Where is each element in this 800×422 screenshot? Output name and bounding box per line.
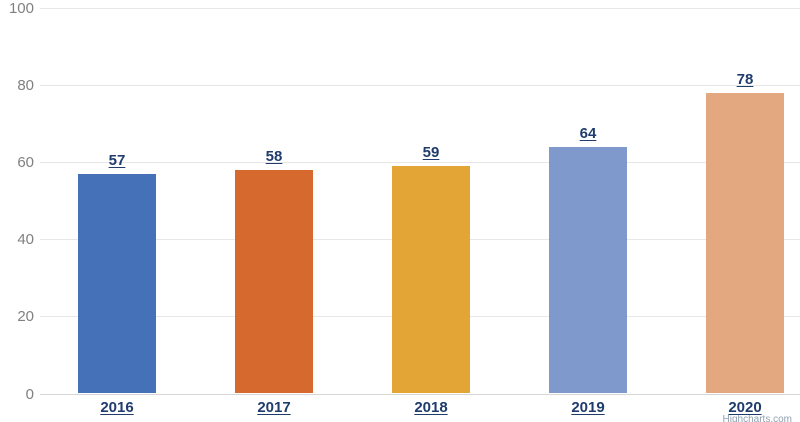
x-axis-category-label-2017[interactable]: 2017 <box>257 399 291 416</box>
y-axis-tick-label: 20 <box>17 308 34 326</box>
bar-value-label-2017[interactable]: 58 <box>265 147 283 165</box>
x-axis-category-label-2020[interactable]: 2020 <box>728 399 762 416</box>
y-gridline <box>40 393 800 395</box>
y-gridline <box>40 85 800 87</box>
chart-bar-2018[interactable] <box>392 166 470 394</box>
chart-bar-2019[interactable] <box>549 146 627 394</box>
y-axis-tick-label: 60 <box>17 154 34 172</box>
y-axis-tick-label: 40 <box>17 231 34 249</box>
bar-value-label-2019[interactable]: 64 <box>579 124 597 142</box>
bar-value-label-2016[interactable]: 57 <box>108 151 126 169</box>
chart-bar-2020[interactable] <box>706 92 784 394</box>
chart-bar-2017[interactable] <box>235 169 313 394</box>
y-axis-tick-label: 0 <box>25 385 34 403</box>
y-gridline <box>40 162 800 164</box>
chart-credit-link[interactable]: Highcharts.com <box>722 414 792 422</box>
chart-bar-2016[interactable] <box>78 173 156 394</box>
x-axis-category-label-2018[interactable]: 2018 <box>414 399 448 416</box>
x-axis-category-label-2016[interactable]: 2016 <box>100 399 134 416</box>
bar-value-label-2020[interactable]: 78 <box>736 70 754 88</box>
y-axis-tick-label: 100 <box>8 0 34 17</box>
y-gridline <box>40 8 800 9</box>
y-axis-tick-label: 80 <box>17 77 34 95</box>
bar-value-label-2018[interactable]: 59 <box>422 144 440 162</box>
x-axis-category-label-2019[interactable]: 2019 <box>571 399 605 416</box>
